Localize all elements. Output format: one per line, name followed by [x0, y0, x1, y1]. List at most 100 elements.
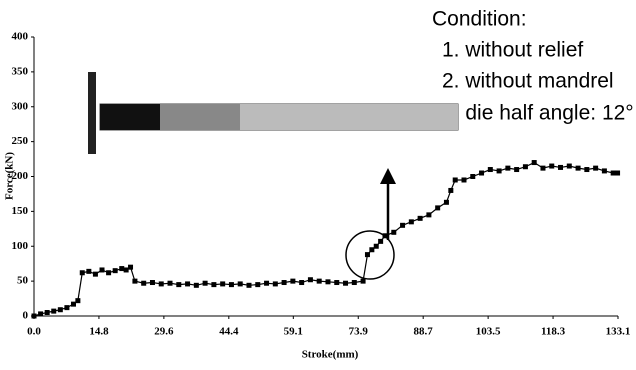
- marker: [378, 239, 383, 244]
- marker: [369, 247, 374, 252]
- marker: [317, 279, 322, 284]
- marker: [128, 265, 133, 270]
- marker: [290, 279, 295, 284]
- marker: [308, 277, 313, 282]
- marker: [64, 305, 69, 310]
- page: Condition: 1. without relief 2. without …: [0, 0, 636, 370]
- marker: [119, 266, 124, 271]
- marker: [540, 166, 545, 171]
- marker: [549, 164, 554, 169]
- marker: [229, 282, 234, 287]
- fem-inset: [88, 72, 458, 154]
- marker: [352, 280, 357, 285]
- marker: [558, 165, 563, 170]
- marker: [567, 164, 572, 169]
- marker: [282, 280, 287, 285]
- marker: [132, 279, 137, 284]
- y-tick-label: 150: [12, 205, 29, 217]
- marker: [532, 160, 537, 165]
- x-tick-label: 73.9: [349, 326, 369, 338]
- marker: [497, 168, 502, 173]
- marker: [51, 309, 56, 314]
- x-axis-label: Stroke(mm): [302, 349, 359, 361]
- marker: [602, 168, 607, 173]
- x-tick-label: 29.6: [154, 326, 174, 338]
- marker: [365, 252, 370, 257]
- marker: [444, 200, 449, 205]
- marker: [80, 270, 85, 275]
- x-tick-label: 103.5: [476, 326, 501, 338]
- marker: [100, 267, 105, 272]
- marker: [168, 281, 173, 286]
- marker: [361, 279, 366, 284]
- marker: [391, 230, 396, 235]
- marker: [150, 280, 155, 285]
- marker: [203, 281, 208, 286]
- annotation: Condition:: [432, 8, 527, 31]
- marker: [418, 216, 423, 221]
- y-tick-label: 250: [12, 135, 29, 147]
- marker: [45, 310, 50, 315]
- x-tick-label: 14.8: [89, 326, 109, 338]
- y-tick-label: 200: [12, 170, 29, 182]
- marker: [325, 279, 330, 284]
- marker: [400, 223, 405, 228]
- marker: [93, 272, 98, 277]
- marker: [255, 282, 260, 287]
- marker: [185, 281, 190, 286]
- marker: [479, 171, 484, 176]
- marker: [488, 167, 493, 172]
- marker: [38, 311, 43, 316]
- y-tick-label: 300: [12, 100, 29, 112]
- marker: [159, 281, 164, 286]
- marker: [470, 174, 475, 179]
- marker: [124, 267, 129, 272]
- series-line: [34, 163, 618, 316]
- marker: [211, 282, 216, 287]
- marker: [505, 166, 510, 171]
- marker: [448, 188, 453, 193]
- chart: Condition: 1. without relief 2. without …: [0, 0, 636, 365]
- marker: [576, 166, 581, 171]
- marker: [86, 269, 91, 274]
- y-tick-label: 0: [23, 310, 29, 322]
- marker: [299, 280, 304, 285]
- y-tick-label: 100: [12, 240, 29, 252]
- x-tick-label: 88.7: [414, 326, 434, 338]
- marker: [514, 167, 519, 172]
- marker: [584, 167, 589, 172]
- marker: [435, 205, 440, 210]
- marker: [238, 281, 243, 286]
- x-tick-label: 118.3: [541, 326, 566, 338]
- marker: [71, 302, 76, 307]
- marker: [374, 244, 379, 249]
- annotation: 1. without relief: [442, 39, 583, 62]
- marker: [426, 212, 431, 217]
- marker: [194, 283, 199, 288]
- x-tick-label: 59.1: [284, 326, 303, 338]
- marker: [383, 233, 388, 238]
- marker: [523, 164, 528, 169]
- x-tick-label: 133.1: [606, 326, 631, 338]
- marker: [264, 281, 269, 286]
- marker: [273, 281, 278, 286]
- y-tick-label: 350: [12, 65, 29, 77]
- marker: [334, 280, 339, 285]
- marker: [113, 268, 118, 273]
- marker: [58, 307, 63, 312]
- x-tick-label: 44.4: [219, 326, 239, 338]
- y-tick-label: 50: [17, 275, 29, 287]
- marker: [75, 298, 80, 303]
- marker: [343, 281, 348, 286]
- marker: [220, 281, 225, 286]
- annotation: 3. die half angle: 12°: [442, 102, 634, 125]
- marker: [176, 282, 181, 287]
- marker: [141, 281, 146, 286]
- x-tick-label: 0.0: [27, 326, 41, 338]
- marker: [246, 283, 251, 288]
- marker: [593, 166, 598, 171]
- annotation: 2. without mandrel: [442, 70, 614, 93]
- marker: [611, 171, 616, 176]
- marker: [409, 219, 414, 224]
- arrow-head: [380, 168, 396, 184]
